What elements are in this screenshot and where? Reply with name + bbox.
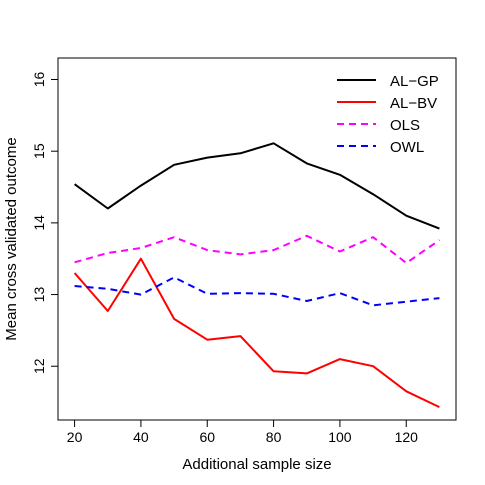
legend-label: AL−BV [390, 95, 437, 112]
x-tick-label: 20 [67, 429, 83, 445]
y-tick-label: 16 [31, 72, 47, 88]
plot-frame [57, 57, 457, 421]
x-tick-label: 80 [266, 429, 282, 445]
y-tick-label: 14 [31, 215, 47, 231]
series-line-ols [74, 234, 440, 264]
y-tick-label: 12 [31, 358, 47, 374]
legend-label: AL−GP [390, 73, 439, 90]
x-axis-label: Additional sample size [182, 456, 331, 473]
y-tick-label: 15 [31, 143, 47, 159]
series-line-al-bv [73, 257, 440, 409]
x-axis: 20 40 60 80 100 120 [67, 419, 419, 445]
series-layer [73, 142, 440, 409]
x-tick-label: 60 [199, 429, 215, 445]
y-axis-label: Mean cross validated outcome [3, 137, 20, 340]
x-tick-label: 100 [328, 429, 352, 445]
y-axis: 12 13 14 15 16 [31, 72, 59, 374]
x-tick-label: 120 [395, 429, 419, 445]
x-tick-label: 40 [133, 429, 149, 445]
legend: AL−GP AL−BV OLS OWL [337, 73, 439, 156]
legend-label: OWL [390, 139, 424, 156]
series-line-owl [74, 276, 440, 307]
series-line-al-gp [74, 142, 440, 230]
y-tick-label: 13 [31, 287, 47, 303]
legend-label: OLS [390, 117, 420, 134]
